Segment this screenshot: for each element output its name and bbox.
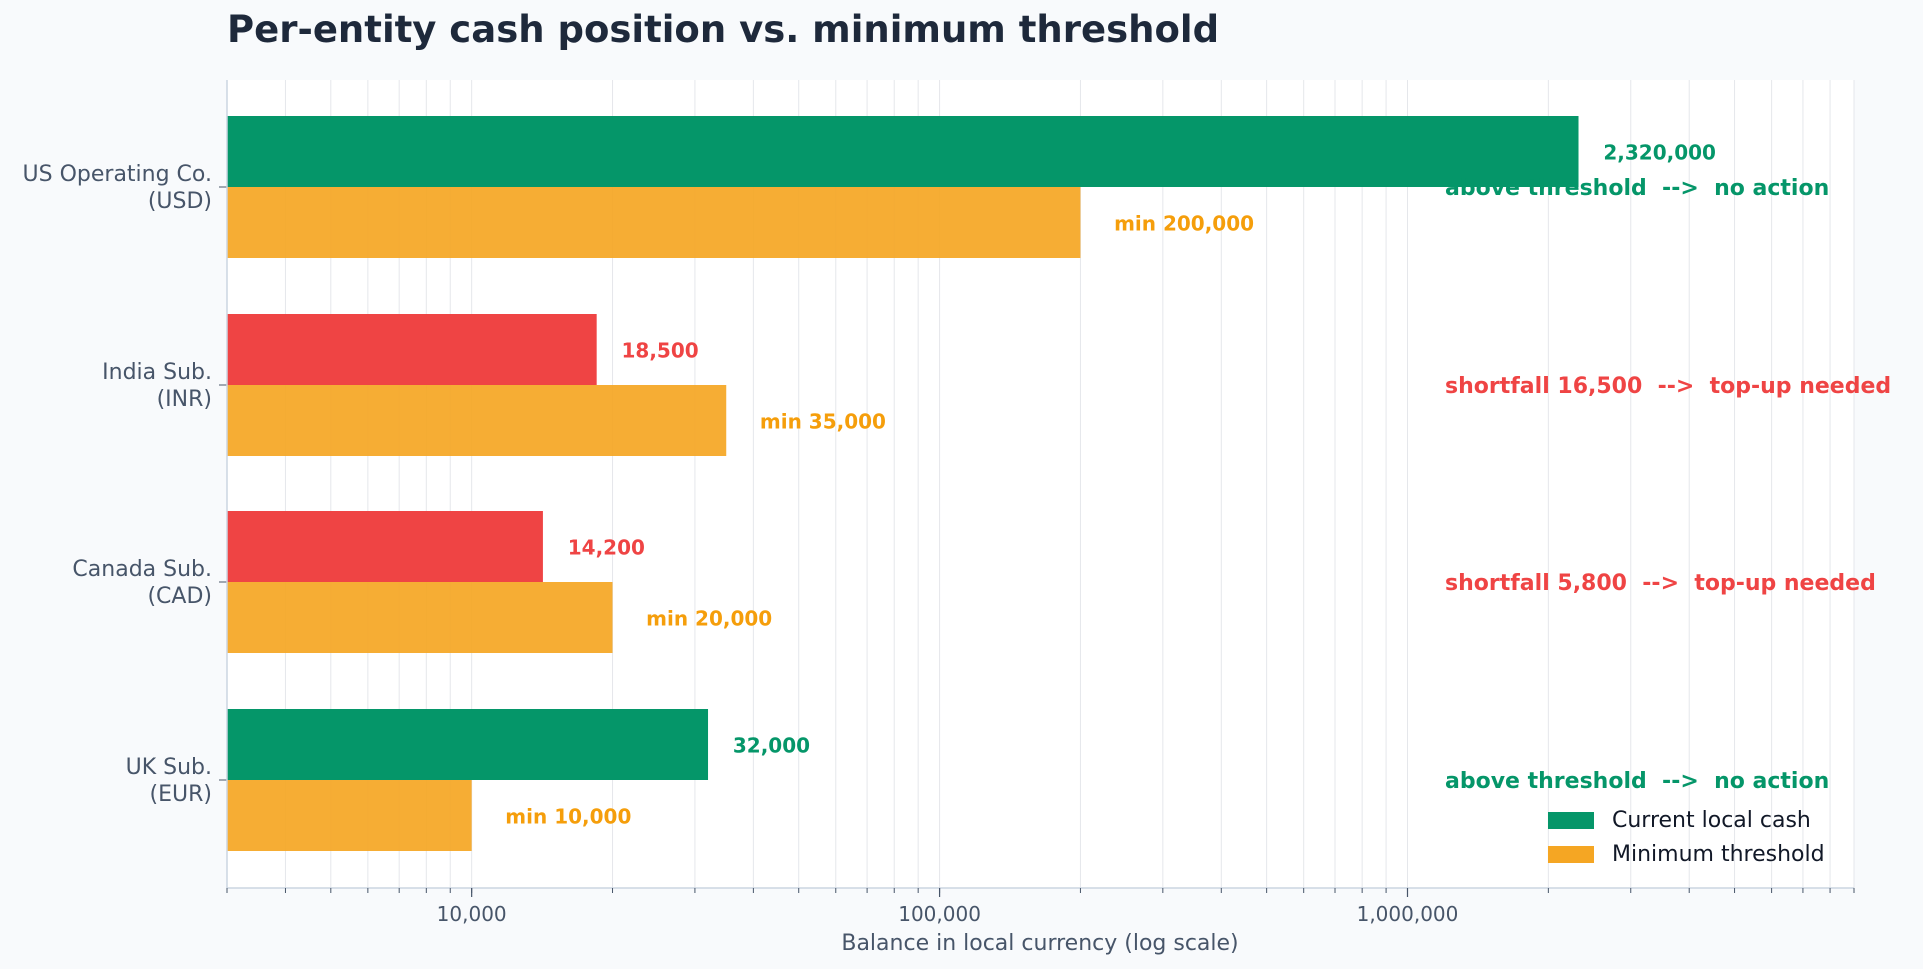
x-tick-label: 10,000 — [437, 902, 507, 926]
threshold-bar — [227, 780, 472, 851]
status-annotation: above threshold --> no action — [1445, 176, 1829, 201]
current-cash-value-label: 2,320,000 — [1603, 141, 1716, 165]
status-annotation: above threshold --> no action — [1445, 769, 1829, 794]
current-cash-value-label: 32,000 — [733, 734, 810, 758]
legend: Current local cash Minimum threshold — [1548, 808, 1825, 867]
category-label: India Sub. — [102, 360, 212, 385]
category-label: UK Sub. — [126, 755, 212, 780]
labels-layer: 2,320,000 min 200,000 above threshold --> … — [23, 141, 1892, 829]
status-annotation: shortfall 16,500 --> top-up needed — [1445, 374, 1891, 399]
category-label: (USD) — [148, 189, 212, 214]
threshold-bar — [227, 582, 613, 653]
threshold-value-label: min 200,000 — [1114, 212, 1254, 236]
x-tick-label: 1,000,000 — [1357, 902, 1459, 926]
status-annotation: shortfall 5,800 --> top-up needed — [1445, 571, 1876, 596]
threshold-value-label: min 35,000 — [760, 410, 886, 434]
current-cash-bar — [227, 709, 709, 780]
category-label: US Operating Co. — [23, 162, 212, 187]
category-label: (EUR) — [150, 782, 212, 807]
threshold-bar — [227, 385, 727, 456]
category-label: Canada Sub. — [72, 557, 212, 582]
axis-layer: 10,000 100,000 1,000,000 — [226, 80, 1855, 926]
current-cash-bar — [227, 511, 543, 582]
legend-label: Current local cash — [1612, 808, 1811, 833]
x-tick-label: 100,000 — [898, 902, 981, 926]
legend-label: Minimum threshold — [1612, 842, 1825, 867]
x-axis-label: Balance in local currency (log scale) — [841, 931, 1238, 956]
category-label: (CAD) — [147, 584, 212, 609]
current-cash-value-label: 18,500 — [622, 339, 699, 363]
current-cash-bar — [227, 314, 597, 385]
threshold-bar — [227, 187, 1081, 258]
chart-title: Per-entity cash position vs. minimum thr… — [227, 8, 1219, 51]
legend-swatch — [1548, 812, 1594, 829]
legend-swatch — [1548, 846, 1594, 863]
current-cash-bar — [227, 116, 1579, 187]
threshold-value-label: min 10,000 — [505, 805, 631, 829]
bars-layer — [227, 116, 1579, 851]
category-label: (INR) — [157, 387, 212, 412]
threshold-value-label: min 20,000 — [646, 607, 772, 631]
current-cash-value-label: 14,200 — [568, 536, 645, 560]
